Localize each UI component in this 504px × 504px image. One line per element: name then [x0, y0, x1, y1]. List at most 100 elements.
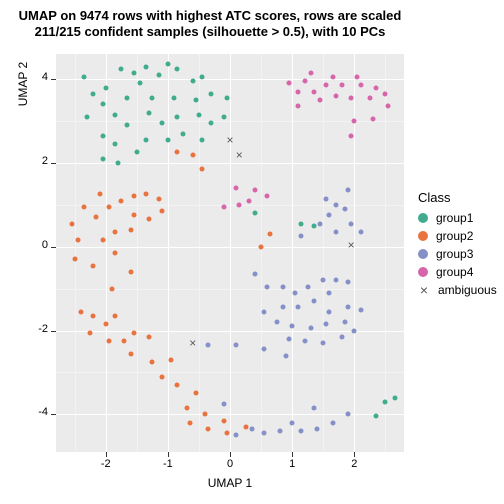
scatter-point [358, 83, 363, 88]
scatter-point [91, 263, 96, 268]
legend-label: group3 [436, 247, 473, 261]
scatter-point [119, 66, 124, 71]
scatter-point [175, 150, 180, 155]
y-tick-mark [51, 247, 56, 248]
scatter-point [327, 213, 332, 218]
scatter-point [265, 194, 270, 199]
scatter-point [159, 209, 164, 214]
legend: Class group1group2group3group4×ambiguous [418, 190, 497, 301]
scatter-point [113, 230, 118, 235]
scatter-point [137, 81, 142, 86]
scatter-point [103, 85, 108, 90]
scatter-point [277, 429, 282, 434]
scatter-point [113, 251, 118, 256]
scatter-point [88, 330, 93, 335]
scatter-point [224, 431, 229, 436]
scatter-point [349, 95, 354, 100]
legend-symbol [418, 267, 428, 277]
scatter-point [308, 326, 313, 331]
scatter-point [268, 232, 273, 237]
scatter-point [311, 223, 316, 228]
scatter-point [78, 309, 83, 314]
scatter-point [330, 75, 335, 80]
scatter-point [243, 424, 248, 429]
scatter-point [224, 95, 229, 100]
scatter-point [172, 95, 177, 100]
legend-symbol [418, 249, 428, 259]
scatter-point [190, 79, 195, 84]
scatter-point [134, 150, 139, 155]
scatter-point [144, 192, 149, 197]
scatter-point [358, 307, 363, 312]
scatter-point [249, 426, 254, 431]
scatter-point [72, 257, 77, 262]
scatter-point [315, 426, 320, 431]
scatter-point [187, 420, 192, 425]
scatter-point [392, 395, 397, 400]
y-tick-mark [51, 331, 56, 332]
legend-item: ×ambiguous [418, 283, 497, 297]
scatter-point [346, 280, 351, 285]
scatter-point [349, 221, 354, 226]
scatter-point [305, 284, 310, 289]
scatter-point [109, 286, 114, 291]
scatter-point [128, 227, 133, 232]
scatter-point [324, 83, 329, 88]
scatter-point [358, 230, 363, 235]
x-tick-label: 1 [277, 458, 307, 470]
scatter-point [69, 221, 74, 226]
legend-label: group4 [436, 265, 473, 279]
scatter-point [321, 278, 326, 283]
scatter-point [352, 328, 357, 333]
scatter-point [81, 204, 86, 209]
y-tick-mark [51, 163, 56, 164]
title-line-1: UMAP on 9474 rows with highest ATC score… [0, 8, 420, 24]
scatter-point [262, 347, 267, 352]
title-line-2: 211/215 confident samples (silhouette > … [0, 24, 420, 40]
scatter-point [75, 238, 80, 243]
scatter-point [318, 221, 323, 226]
scatter-point [246, 198, 251, 203]
scatter-point [324, 196, 329, 201]
scatter-point [221, 401, 226, 406]
scatter-point [106, 204, 111, 209]
scatter-point [81, 75, 86, 80]
legend-label: group1 [436, 211, 473, 225]
scatter-point [156, 72, 161, 77]
scatter-point [280, 305, 285, 310]
scatter-point [234, 343, 239, 348]
x-tick-label: -1 [153, 458, 183, 470]
chart-container: { "title": { "line1": "UMAP on 9474 rows… [0, 0, 504, 504]
scatter-point [308, 70, 313, 75]
scatter-point [333, 202, 338, 207]
scatter-point [159, 374, 164, 379]
scatter-point [374, 414, 379, 419]
scatter-point [200, 137, 205, 142]
x-axis-label: UMAP 1 [56, 476, 404, 490]
scatter-point [299, 234, 304, 239]
x-tick-mark [168, 452, 169, 457]
scatter-point [181, 131, 186, 136]
scatter-point [165, 137, 170, 142]
scatter-point [206, 343, 211, 348]
y-tick-mark [51, 79, 56, 80]
scatter-point [330, 420, 335, 425]
scatter-point [333, 278, 338, 283]
y-tick-label: -4 [22, 406, 48, 418]
legend-symbol [418, 231, 428, 241]
scatter-point [131, 70, 136, 75]
scatter-point-ambiguous: × [226, 134, 233, 146]
scatter-point [349, 133, 354, 138]
scatter-point [147, 334, 152, 339]
scatter-point [175, 382, 180, 387]
scatter-point [150, 95, 155, 100]
scatter-point [324, 322, 329, 327]
scatter-point [203, 412, 208, 417]
scatter-point [85, 114, 90, 119]
scatter-point [119, 198, 124, 203]
scatter-point [342, 207, 347, 212]
scatter-point [374, 85, 379, 90]
scatter-point [252, 271, 257, 276]
scatter-point [144, 64, 149, 69]
scatter-point-ambiguous: × [348, 239, 355, 251]
